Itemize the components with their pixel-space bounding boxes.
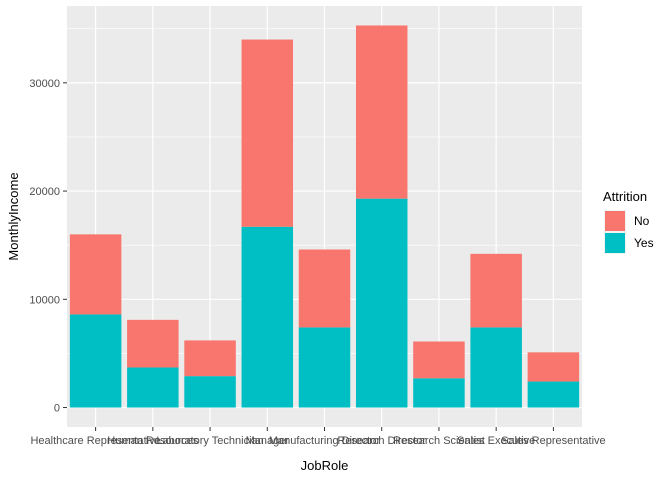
bar-segment-no: [241, 39, 294, 227]
legend-title: Attrition: [603, 189, 647, 204]
bar-segment-no: [527, 352, 580, 382]
x-tick-label: Manufacturing Director: [269, 435, 381, 447]
x-tick-label: Human Resources: [107, 435, 199, 447]
x-tick-label: Manager: [246, 435, 290, 447]
bar-segment-yes: [355, 198, 408, 408]
legend-swatch-no: [605, 211, 625, 231]
legend-swatch-yes: [605, 233, 625, 253]
x-tick-label: Research Scientist: [393, 435, 485, 447]
bar-segment-yes: [241, 226, 294, 408]
bar-segment-yes: [127, 367, 179, 408]
bar-segment-no: [127, 319, 179, 368]
y-axis: 0 10000 20000 30000: [29, 78, 67, 415]
x-tick-label: Healthcare Representative: [30, 435, 160, 447]
y-tick-label: 30000: [29, 78, 60, 90]
y-tick-label: 10000: [29, 294, 60, 306]
bar-segment-no: [413, 341, 465, 379]
bar-segment-yes: [184, 376, 236, 408]
legend-label-no: No: [634, 214, 650, 228]
bar-segment-no: [184, 340, 236, 377]
x-tick-label: Sales Representative: [501, 435, 606, 447]
x-tick-label: Research Director: [337, 435, 426, 447]
x-axis-title: JobRole: [301, 458, 349, 473]
y-tick-label: 20000: [29, 186, 60, 198]
y-axis-title: MonthlyIncome: [6, 172, 21, 260]
y-tick-label: 0: [54, 403, 60, 415]
bar-segment-yes: [298, 327, 351, 408]
bar-segment-no: [355, 25, 408, 199]
x-tick-label: Sales Executive: [457, 435, 535, 447]
legend-label-yes: Yes: [634, 236, 654, 250]
bar-segment-no: [298, 249, 351, 328]
x-tick-label: Laboratory Technician: [156, 435, 263, 447]
legend: Attrition No Yes: [603, 189, 654, 254]
bar-segment-yes: [413, 378, 465, 408]
bar-segment-yes: [69, 314, 122, 408]
bars: [69, 25, 580, 408]
bar-segment-yes: [527, 381, 580, 408]
bar-segment-no: [69, 234, 122, 315]
bar-segment-yes: [470, 327, 522, 408]
bar-segment-no: [470, 253, 522, 328]
